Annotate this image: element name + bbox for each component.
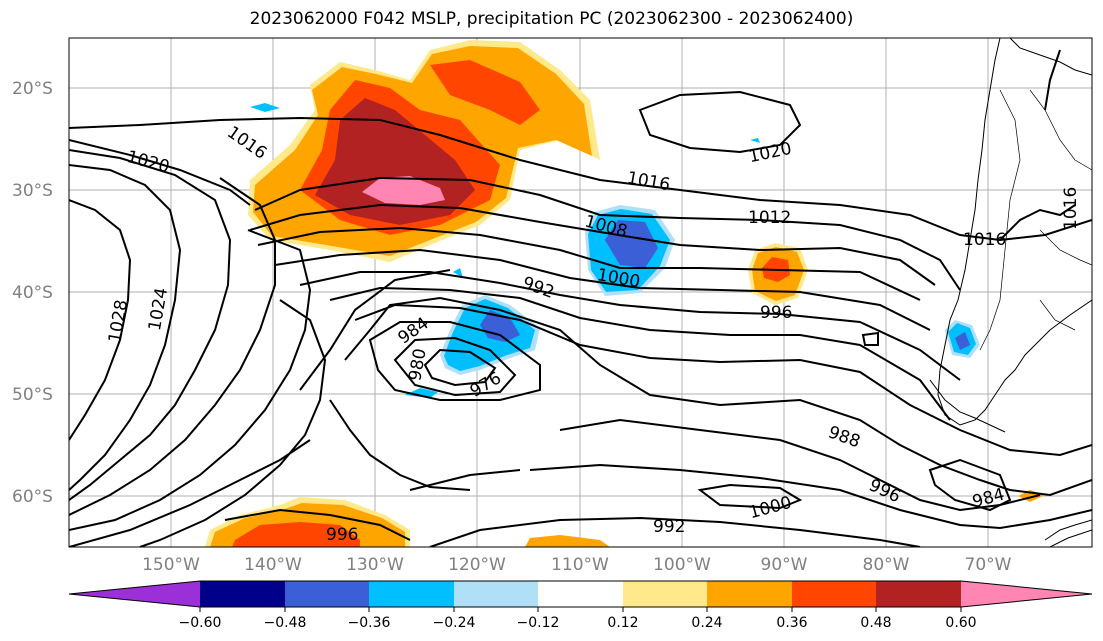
- lon-label: 110°W: [551, 555, 609, 575]
- coastline: [929, 38, 1092, 547]
- lon-label: 150°W: [142, 555, 200, 575]
- colorbar-ticks: [199, 607, 962, 612]
- colorbar-tick-label: −0.60: [179, 615, 222, 631]
- colorbar-segment: [707, 581, 792, 607]
- lon-label: 90°W: [761, 555, 808, 575]
- lon-label: 140°W: [244, 555, 302, 575]
- colorbar-segment: [285, 581, 369, 607]
- colorbar-segment: [454, 581, 538, 607]
- colorbar-tick-label: 0.12: [607, 615, 638, 631]
- colorbar-segment: [876, 581, 961, 607]
- lat-label: 50°S: [12, 385, 53, 405]
- longitude-labels: 150°W 140°W 130°W 120°W 110°W 100°W 90°W…: [142, 555, 1012, 575]
- lon-label: 70°W: [965, 555, 1012, 575]
- colorbar-tick-label: 0.36: [776, 615, 807, 631]
- lon-label: 120°W: [448, 555, 506, 575]
- lon-label: 130°W: [346, 555, 404, 575]
- lat-label: 60°S: [12, 487, 53, 507]
- colorbar-extend-right: [961, 581, 1092, 607]
- colorbar-extend-left: [69, 581, 200, 607]
- precip-area-south: [205, 497, 610, 547]
- colorbar-tick-label: −0.12: [517, 615, 560, 631]
- colorbar-segment: [369, 581, 454, 607]
- colorbar-tick-label: −0.48: [264, 615, 307, 631]
- isobar-label: 1016: [963, 230, 1006, 250]
- isobar-label: 992: [653, 517, 685, 537]
- lat-label: 20°S: [12, 79, 53, 99]
- colorbar-segment: [792, 581, 876, 607]
- colorbar-tick-label: −0.24: [433, 615, 476, 631]
- lat-label: 40°S: [12, 283, 53, 303]
- isobars: [69, 49, 1092, 547]
- latitude-labels: 20°S 30°S 40°S 50°S 60°S: [12, 79, 53, 507]
- colorbar-tick-label: 0.24: [691, 615, 722, 631]
- colorbar-tick-label: 0.48: [860, 615, 891, 631]
- colorbar-segment: [200, 581, 285, 607]
- colorbar-segment: [623, 581, 707, 607]
- isobar-label: 1016: [1061, 187, 1081, 230]
- map-frame: [68, 37, 1093, 548]
- colorbar-segment: [538, 581, 623, 607]
- chart-title: 2023062000 F042 MSLP, precipitation PC (…: [249, 9, 854, 29]
- isobar-label: 996: [760, 303, 792, 323]
- colorbar: −0.60 −0.48 −0.36 −0.24 −0.12 0.12 0.24 …: [68, 580, 1093, 631]
- colorbar-tick-label: 0.60: [945, 615, 976, 631]
- colorbar-tick-label: −0.36: [348, 615, 391, 631]
- lon-label: 80°W: [863, 555, 910, 575]
- isobar-label: 996: [326, 525, 358, 545]
- isobar-label: 1012: [748, 208, 791, 228]
- lat-label: 30°S: [12, 181, 53, 201]
- lon-label: 100°W: [653, 555, 711, 575]
- borders: [979, 89, 1092, 351]
